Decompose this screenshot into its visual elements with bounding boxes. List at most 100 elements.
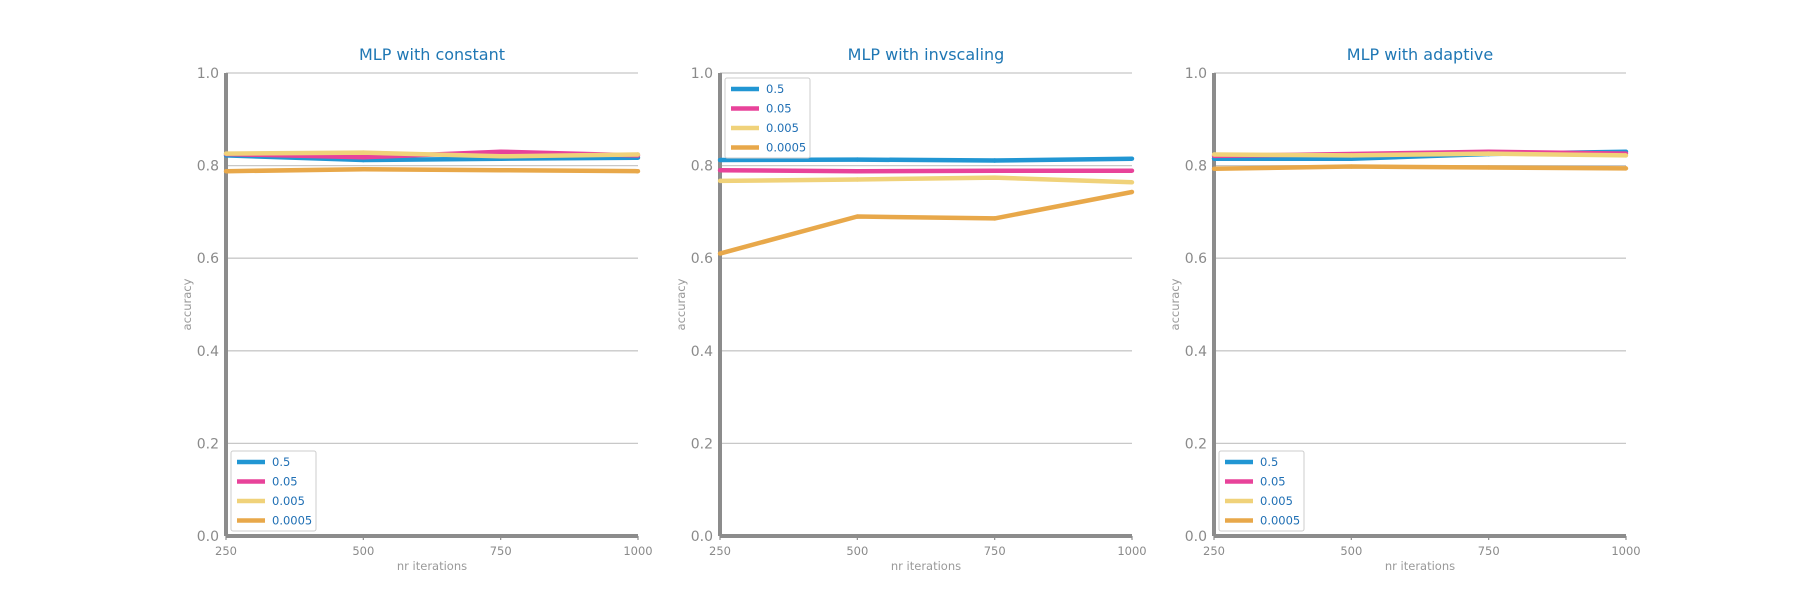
x-tick-label: 250 [709, 544, 731, 558]
chart-title: MLP with invscaling [848, 45, 1005, 64]
y-tick-label: 0.2 [197, 436, 219, 452]
data-point [635, 152, 641, 157]
y-tick-label: 0.0 [197, 529, 219, 545]
y-tick-label: 0.6 [1185, 251, 1207, 267]
legend-label: 0.005 [766, 121, 799, 135]
legend-label: 0.05 [272, 475, 298, 489]
data-point [1349, 164, 1354, 169]
data-point [361, 150, 366, 155]
series-line-0.0005 [225, 167, 639, 174]
legend-label: 0.05 [1260, 475, 1286, 489]
data-point [361, 155, 366, 160]
chart-panel-3: MLP with adaptive 0.0 0.2 0.4 0.6 0.8 1.0 250 50… [1168, 45, 1641, 573]
legend-box [724, 77, 811, 159]
data-point [992, 158, 997, 163]
data-point [1129, 180, 1135, 185]
legend-label: 0.0005 [272, 514, 312, 528]
data-point [1623, 166, 1629, 171]
data-point [1486, 165, 1491, 170]
x-tick-label: 1000 [1117, 544, 1146, 558]
chart-title: MLP with adaptive [1347, 45, 1493, 64]
y-axis-label: accuracy [1168, 278, 1182, 330]
data-point [498, 149, 503, 154]
x-tick-label: 750 [1478, 544, 1500, 558]
y-tick-label: 1.0 [197, 66, 219, 82]
y-tick-label: 0.2 [691, 436, 713, 452]
legend-label: 0.5 [1260, 455, 1278, 469]
y-tick-label: 1.0 [691, 66, 713, 82]
data-point [1211, 166, 1217, 172]
legend-label: 0.5 [272, 455, 290, 469]
data-point [635, 168, 641, 174]
y-tick-label: 0.4 [691, 344, 713, 360]
y-tick-label: 0.6 [197, 251, 219, 267]
x-axis-label: nr iterations [891, 559, 961, 573]
y-tick-label: 0.8 [1185, 159, 1207, 175]
data-point [992, 175, 997, 180]
series-line-0.005 [1213, 151, 1627, 158]
data-point [717, 251, 723, 256]
chart-title: MLP with constant [359, 45, 505, 64]
y-tick-label: 0.0 [1185, 529, 1207, 545]
x-tick-label: 250 [215, 544, 237, 558]
data-point [498, 154, 503, 159]
legend-label: 0.005 [1260, 494, 1293, 508]
data-point [361, 167, 366, 172]
data-point [223, 151, 229, 156]
series-line-0.005 [719, 175, 1133, 185]
series-line-0.0005 [1213, 164, 1627, 172]
data-point [1349, 153, 1354, 158]
data-point [855, 168, 860, 174]
x-tick-label: 750 [984, 544, 1006, 558]
y-tick-label: 1.0 [1185, 66, 1207, 82]
y-axis-label: accuracy [180, 278, 194, 330]
y-axis-label: accuracy [674, 278, 688, 330]
data-point [855, 157, 860, 162]
y-tick-label: 0.6 [691, 251, 713, 267]
legend-label: 0.005 [272, 494, 305, 508]
legend-label: 0.0005 [1260, 514, 1300, 528]
data-point [855, 177, 860, 182]
x-tick-label: 250 [1203, 544, 1225, 558]
x-tick-label: 1000 [623, 544, 652, 558]
legend: 0.5 0.05 0.005 0.0005 [230, 450, 317, 532]
data-point [717, 157, 723, 163]
y-tick-label: 0.2 [1185, 436, 1207, 452]
x-tick-label: 750 [490, 544, 512, 558]
legend-box [230, 450, 317, 532]
legend-label: 0.05 [766, 102, 792, 116]
x-axis-label: nr iterations [397, 559, 467, 573]
series-line-0.05 [719, 167, 1132, 174]
legend-label: 0.5 [766, 82, 784, 96]
data-point [1623, 153, 1629, 158]
data-point [498, 168, 503, 173]
y-tick-label: 0.8 [691, 159, 713, 175]
series-line-0.5 [719, 156, 1133, 163]
x-tick-label: 1000 [1611, 544, 1640, 558]
y-tick-label: 0.4 [197, 344, 219, 360]
x-axis-label: nr iterations [1385, 559, 1455, 573]
data-point [717, 168, 723, 173]
y-tick-label: 0.8 [197, 159, 219, 175]
legend: 0.5 0.05 0.005 0.0005 [724, 77, 811, 159]
legend-box [1218, 450, 1305, 532]
data-point [1129, 156, 1135, 161]
data-point [1211, 152, 1217, 157]
data-point [1129, 189, 1135, 195]
series-line-0.0005 [719, 189, 1133, 256]
data-point [992, 216, 997, 221]
legend: 0.5 0.05 0.005 0.0005 [1218, 450, 1305, 532]
legend-label: 0.0005 [766, 141, 806, 155]
data-point [223, 168, 229, 174]
data-point [855, 214, 860, 219]
data-point [1129, 168, 1135, 173]
data-point [992, 168, 997, 173]
x-tick-label: 500 [846, 544, 868, 558]
x-tick-label: 500 [352, 544, 374, 558]
data-point [717, 178, 723, 184]
y-tick-label: 0.4 [1185, 344, 1207, 360]
chart-panel-2: MLP with invscaling 0.0 0.2 0.4 0.6 0.8 1.0 250… [674, 45, 1147, 573]
data-point [1486, 151, 1491, 156]
x-tick-label: 500 [1340, 544, 1362, 558]
